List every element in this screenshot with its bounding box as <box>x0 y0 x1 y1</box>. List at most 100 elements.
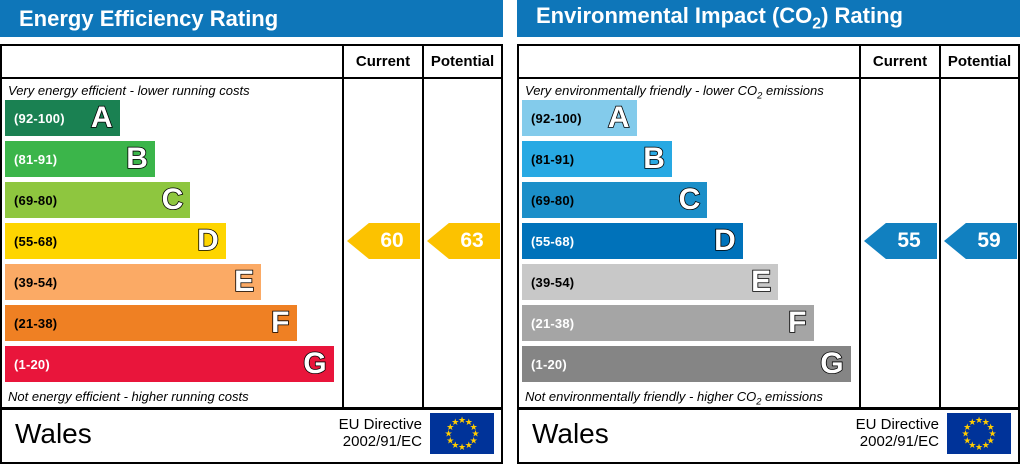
band-row-a: (92-100) A <box>522 100 637 136</box>
band-letter: B <box>125 142 148 175</box>
svg-text:★: ★ <box>975 442 983 452</box>
band-letter: G <box>819 347 844 380</box>
band-letter: E <box>233 265 255 298</box>
panel-title: Energy Efficiency Rating <box>19 5 279 31</box>
energy-efficiency-panel: Energy Efficiency Rating Current Potenti… <box>0 0 503 464</box>
environmental-title-bar: Environmental Impact (CO2) Rating <box>517 0 1020 37</box>
band-letter: F <box>787 306 807 339</box>
band-row-g: (1-20) G <box>522 346 851 382</box>
region-label: Wales <box>532 417 609 449</box>
energy-rating-chart: Current Potential Very energy efficient … <box>0 44 503 464</box>
eu-directive-line1: EU Directive <box>855 415 939 433</box>
chart-body: Very environmentally friendly - lower CO… <box>519 79 1018 407</box>
chart-footer: Wales EU Directive 2002/91/EC ★ ★ ★ ★ ★ ★ ★ ★ ★ ★… <box>2 407 501 457</box>
potential-column-header: Potential <box>939 46 1018 77</box>
band-row-d: (55-68) D <box>5 223 226 259</box>
svg-text:★: ★ <box>961 429 969 439</box>
current-cell: 55 <box>859 79 939 407</box>
band-range-label: (69-80) <box>14 192 58 208</box>
band-letter: A <box>90 101 113 134</box>
band-range-label: (39-54) <box>14 274 58 290</box>
svg-text:★: ★ <box>465 440 473 450</box>
potential-rating-arrow: 63 <box>427 223 500 259</box>
svg-text:★: ★ <box>982 417 990 427</box>
svg-text:★: ★ <box>470 422 478 432</box>
band-letter: G <box>302 347 327 380</box>
svg-text:★: ★ <box>987 435 995 445</box>
environmental-rating-chart: Current Potential Very environmentally f… <box>517 44 1020 464</box>
chart-footer: Wales EU Directive 2002/91/EC ★ ★ ★ ★ ★ ★ ★ ★ ★ ★… <box>519 407 1018 457</box>
band-row-g: (1-20) G <box>5 346 334 382</box>
bands: (92-100) A (81-91) B (69-80) C (55-68) D (39-54)… <box>519 100 859 382</box>
band-range-label: (55-68) <box>14 233 58 249</box>
svg-text:★: ★ <box>963 435 971 445</box>
eu-flag-icon: ★★★★★★★★★★★★ <box>430 413 494 454</box>
environmental-impact-panel: Environmental Impact (CO2) Rating Curren… <box>517 0 1020 464</box>
potential-column-header: Potential <box>422 46 501 77</box>
energy-title-bar: Energy Efficiency Rating <box>0 0 503 37</box>
eu-directive-label: EU Directive 2002/91/EC <box>338 415 430 451</box>
column-header-row: Current Potential <box>2 46 501 79</box>
caption-top: Very energy efficient - lower running co… <box>8 83 250 98</box>
current-cell: 60 <box>342 79 422 407</box>
potential-cell: 63 <box>422 79 501 407</box>
header-spacer-cell <box>519 46 859 77</box>
svg-text:★: ★ <box>963 422 971 432</box>
potential-cell: 59 <box>939 79 1018 407</box>
svg-text:★: ★ <box>968 440 976 450</box>
caption-top: Very environmentally friendly - lower CO… <box>525 83 824 101</box>
svg-text:★: ★ <box>451 440 459 450</box>
band-range-label: (92-100) <box>531 110 582 126</box>
bands-column: Very environmentally friendly - lower CO… <box>519 79 859 407</box>
eu-directive-line1: EU Directive <box>338 415 422 433</box>
band-row-b: (81-91) B <box>522 141 672 177</box>
bands-column: Very energy efficient - lower running co… <box>2 79 342 407</box>
band-letter: B <box>642 142 665 175</box>
svg-text:★: ★ <box>458 415 466 425</box>
eu-directive-line2: 2002/91/EC <box>859 432 939 450</box>
svg-text:★: ★ <box>444 429 452 439</box>
band-row-c: (69-80) C <box>5 182 191 218</box>
band-range-label: (39-54) <box>531 274 575 290</box>
band-letter: E <box>750 265 772 298</box>
svg-text:★: ★ <box>982 440 990 450</box>
band-range-label: (69-80) <box>531 192 575 208</box>
band-row-e: (39-54) E <box>522 264 779 300</box>
svg-text:★: ★ <box>446 422 454 432</box>
header-spacer-cell <box>2 46 342 77</box>
band-range-label: (1-20) <box>14 356 50 372</box>
panel-title: Environmental Impact (CO2) Rating <box>536 3 903 33</box>
current-column-header: Current <box>342 46 422 77</box>
band-range-label: (21-38) <box>14 315 58 331</box>
svg-text:★: ★ <box>470 435 478 445</box>
current-rating-arrow: 55 <box>864 223 937 259</box>
svg-text:★: ★ <box>968 417 976 427</box>
current-column-header: Current <box>859 46 939 77</box>
svg-text:★: ★ <box>446 435 454 445</box>
band-row-f: (21-38) F <box>5 305 297 341</box>
eu-directive-line2: 2002/91/EC <box>342 432 422 450</box>
band-range-label: (81-91) <box>14 151 58 167</box>
band-range-label: (55-68) <box>531 233 575 249</box>
band-row-b: (81-91) B <box>5 141 155 177</box>
band-row-f: (21-38) F <box>522 305 814 341</box>
band-letter: A <box>607 101 630 134</box>
caption-bottom: Not environmentally friendly - higher CO… <box>525 389 823 407</box>
caption-bottom: Not energy efficient - higher running co… <box>8 389 249 404</box>
svg-text:★: ★ <box>458 442 466 452</box>
band-letter: D <box>713 224 736 257</box>
band-row-d: (55-68) D <box>522 223 743 259</box>
band-range-label: (1-20) <box>531 356 567 372</box>
svg-text:★: ★ <box>975 415 983 425</box>
band-letter: D <box>196 224 219 257</box>
band-range-label: (21-38) <box>531 315 575 331</box>
svg-text:★: ★ <box>471 429 479 439</box>
band-range-label: (81-91) <box>531 151 575 167</box>
svg-text:★: ★ <box>465 417 473 427</box>
band-letter: C <box>678 183 701 216</box>
svg-text:★: ★ <box>988 429 996 439</box>
eu-flag-icon: ★★★★★★★★★★★★ <box>947 413 1011 454</box>
column-header-row: Current Potential <box>519 46 1018 79</box>
region-label: Wales <box>15 417 92 449</box>
